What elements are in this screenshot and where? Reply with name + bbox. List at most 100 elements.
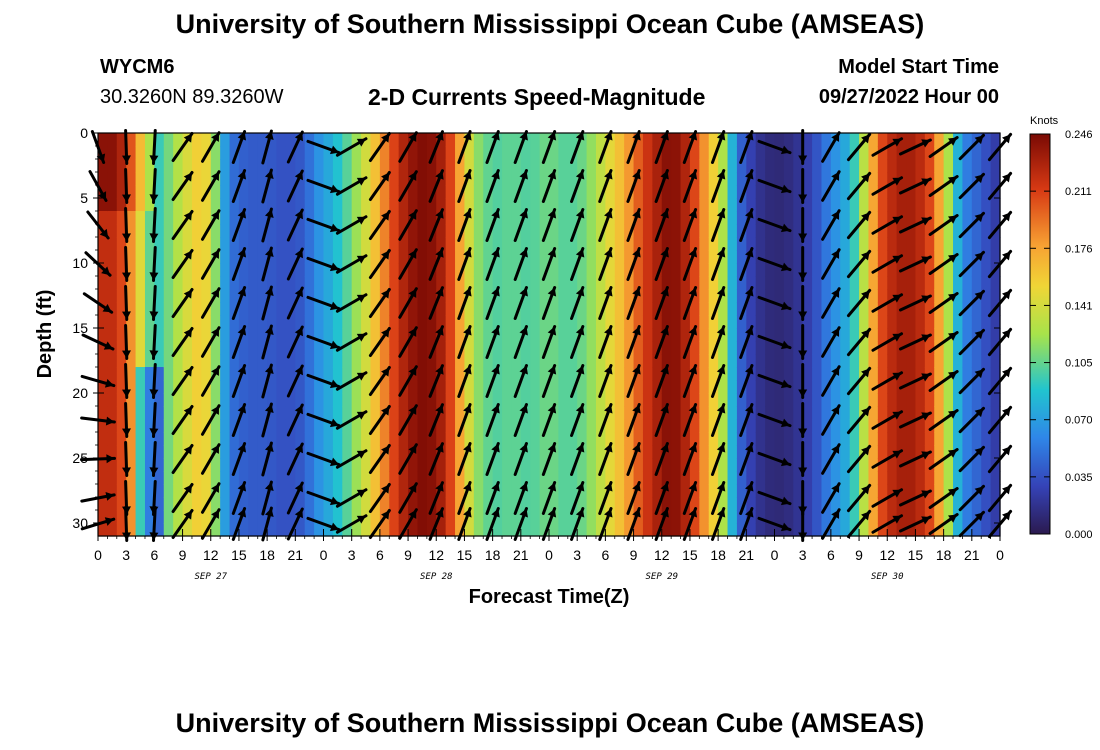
heatmap-cell	[455, 484, 466, 498]
heatmap-cell	[624, 211, 635, 225]
arrow-head	[408, 366, 417, 376]
heatmap-cell	[295, 276, 306, 290]
current-arrow	[710, 285, 726, 321]
heatmap-cell	[144, 172, 155, 186]
heatmap-cell	[746, 406, 757, 420]
heatmap-cell	[934, 406, 945, 420]
heatmap-cell	[426, 328, 437, 342]
heatmap-cell	[642, 445, 653, 459]
current-arrow	[598, 129, 613, 165]
heatmap-cell	[314, 406, 325, 420]
heatmap-cell	[793, 224, 804, 238]
heatmap-cell	[840, 159, 851, 173]
arrow-head	[660, 326, 669, 336]
heatmap-cell	[361, 185, 372, 199]
heatmap-cell	[671, 406, 682, 420]
heatmap-cell	[98, 159, 108, 173]
heatmap-cell	[605, 445, 616, 459]
arrow-head	[547, 508, 557, 518]
heatmap-cell	[379, 497, 390, 511]
current-arrow	[335, 332, 368, 352]
heatmap-cell	[868, 510, 879, 524]
current-arrow	[368, 508, 391, 540]
heatmap-cell	[351, 484, 362, 498]
heatmap-cell	[962, 198, 973, 212]
heatmap-cell	[746, 276, 757, 290]
heatmap-cell	[577, 393, 588, 407]
heatmap-cell	[257, 302, 268, 316]
heatmap-cell	[802, 419, 813, 433]
arrow-head	[632, 482, 641, 492]
current-arrow	[757, 412, 792, 428]
heatmap-cell	[812, 393, 823, 407]
heatmap-cell	[934, 276, 945, 290]
heatmap-cell	[652, 445, 663, 459]
arrow-head	[831, 171, 840, 181]
heatmap-cell	[605, 224, 616, 238]
current-arrow	[457, 506, 472, 542]
heatmap-cell	[285, 484, 296, 498]
heatmap-cell	[445, 510, 456, 524]
arrow-head	[1002, 329, 1011, 339]
heatmap-cell	[699, 146, 710, 160]
heatmap-cell	[953, 302, 964, 316]
heatmap-cell	[154, 367, 165, 381]
arrow-head	[948, 449, 958, 458]
heatmap-cell	[586, 523, 597, 537]
arrow-head	[149, 155, 159, 164]
heatmap-cell	[765, 315, 776, 329]
heatmap-cell	[812, 159, 823, 173]
heatmap-cell	[455, 432, 466, 446]
heatmap-cell	[502, 406, 513, 420]
heatmap-cell	[116, 523, 127, 537]
heatmap-cell	[915, 302, 926, 316]
heatmap-cell	[680, 211, 691, 225]
arrow-head	[408, 444, 417, 454]
arrow-head	[974, 291, 984, 301]
heatmap-cell	[201, 276, 212, 290]
arrow-head	[356, 450, 366, 459]
arrow-head	[780, 184, 791, 194]
heatmap-cell	[736, 393, 747, 407]
arrow-head	[547, 482, 557, 492]
heatmap-cell	[990, 198, 1001, 212]
current-arrow	[513, 363, 528, 399]
heatmap-cell	[849, 315, 860, 329]
heatmap-cell	[746, 315, 757, 329]
heatmap-cell	[464, 315, 475, 329]
heatmap-cell	[267, 185, 278, 199]
arrow-head	[660, 365, 669, 375]
heatmap-cell	[539, 510, 550, 524]
heatmap-cell	[953, 198, 964, 212]
heatmap-cell	[163, 484, 174, 498]
heatmap-cell	[163, 523, 174, 537]
heatmap-cell	[530, 471, 541, 485]
heatmap-cell	[708, 289, 719, 303]
heatmap-cell	[389, 315, 400, 329]
heatmap-cell	[981, 198, 992, 212]
heatmap-cell	[652, 276, 663, 290]
heatmap-cell	[126, 224, 137, 238]
heatmap-cell	[520, 510, 531, 524]
heatmap-cell	[502, 250, 513, 264]
arrow-head	[356, 294, 366, 303]
current-arrow	[398, 508, 418, 540]
heatmap-cell	[267, 510, 278, 524]
heatmap-cell	[154, 419, 165, 433]
current-arrow	[739, 207, 754, 243]
heatmap-cell	[595, 419, 606, 433]
heatmap-cell	[549, 172, 559, 186]
heatmap-cell	[107, 445, 118, 459]
heatmap-cell	[605, 393, 616, 407]
heatmap-cell	[821, 328, 832, 342]
x-tick-label: 0	[94, 547, 102, 563]
heatmap-cell	[389, 367, 400, 381]
current-arrow	[513, 506, 528, 542]
heatmap-cell	[558, 224, 569, 238]
heatmap-cell	[483, 224, 494, 238]
heatmap-cell	[680, 471, 691, 485]
current-arrow	[846, 171, 872, 201]
heatmap-cell	[586, 224, 597, 238]
heatmap-cell	[802, 211, 813, 225]
heatmap-cell	[924, 432, 935, 446]
